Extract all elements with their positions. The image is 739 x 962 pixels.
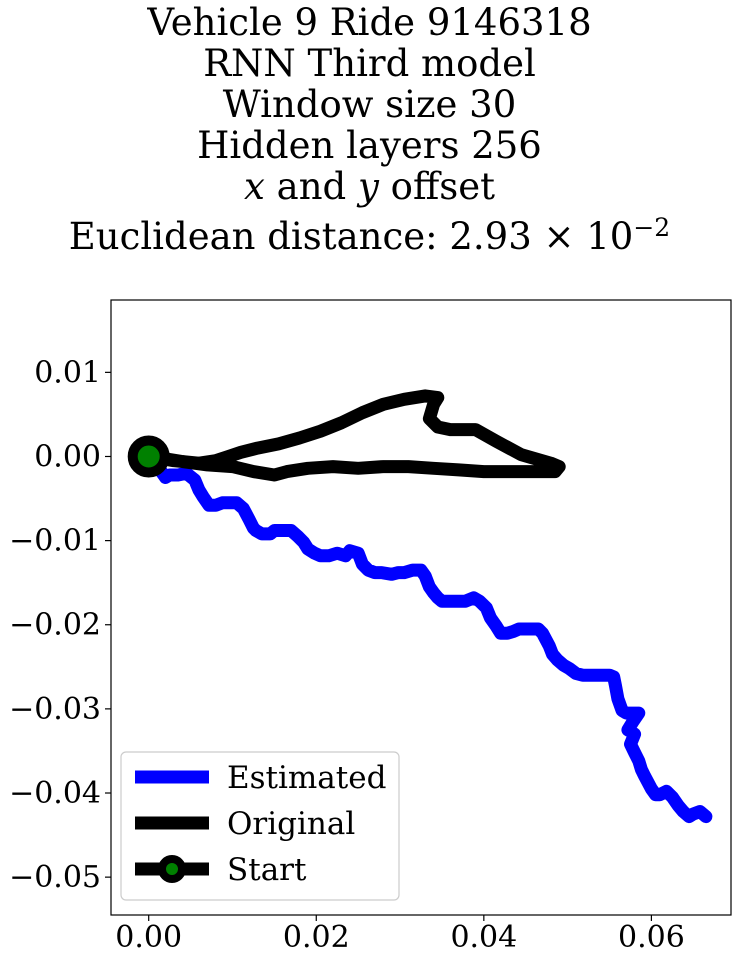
title-var-y: y xyxy=(358,165,379,208)
legend: Estimated Original Start xyxy=(120,751,400,901)
y-tick-label: −0.02 xyxy=(9,608,101,643)
series-layer xyxy=(127,389,713,824)
x-tick-label: 0.06 xyxy=(618,920,685,955)
title-line-3: Window size 30 xyxy=(222,83,517,126)
title-distance: Euclidean distance: 2.93 × 10 xyxy=(68,215,634,258)
title-line-1: Vehicle 9 Ride 9146318 xyxy=(147,1,592,44)
x-tick-label: 0.02 xyxy=(283,920,350,955)
chart-title: Vehicle 9 Ride 9146318 RNN Third model W… xyxy=(0,0,739,257)
title-and: and xyxy=(264,165,358,208)
title-line-2: RNN Third model xyxy=(203,42,536,85)
title-distance-exponent: −2 xyxy=(633,213,671,242)
title-var-x: x xyxy=(244,165,265,208)
legend-label: Original xyxy=(227,806,355,842)
series-original-line xyxy=(142,389,566,482)
title-line-5: x and y offset xyxy=(0,166,739,207)
start-point-marker xyxy=(127,435,170,478)
y-tick-label: −0.01 xyxy=(9,524,101,559)
y-tick-label: 0.01 xyxy=(34,355,101,390)
title-line-6: Euclidean distance: 2.93 × 10−2 xyxy=(0,207,739,257)
x-tick-label: 0.00 xyxy=(115,920,182,955)
y-axis-ticks: 0.01 0.00 −0.01 −0.02 −0.03 −0.04 −0.05 xyxy=(9,355,111,895)
legend-start-marker xyxy=(158,855,186,883)
y-tick-label: −0.03 xyxy=(9,692,101,727)
title-line-4: Hidden layers 256 xyxy=(197,124,542,167)
y-tick-label: −0.04 xyxy=(9,776,101,811)
legend-label: Estimated xyxy=(227,760,386,796)
plot-frame xyxy=(110,299,732,916)
x-axis-ticks: 0.00 0.02 0.04 0.06 xyxy=(115,915,685,955)
series-estimated-line xyxy=(142,450,713,824)
x-tick-label: 0.04 xyxy=(450,920,517,955)
y-tick-label: −0.05 xyxy=(9,860,101,895)
title-offset: offset xyxy=(378,165,495,208)
y-tick-label: 0.00 xyxy=(34,439,101,474)
legend-label: Start xyxy=(227,852,307,888)
